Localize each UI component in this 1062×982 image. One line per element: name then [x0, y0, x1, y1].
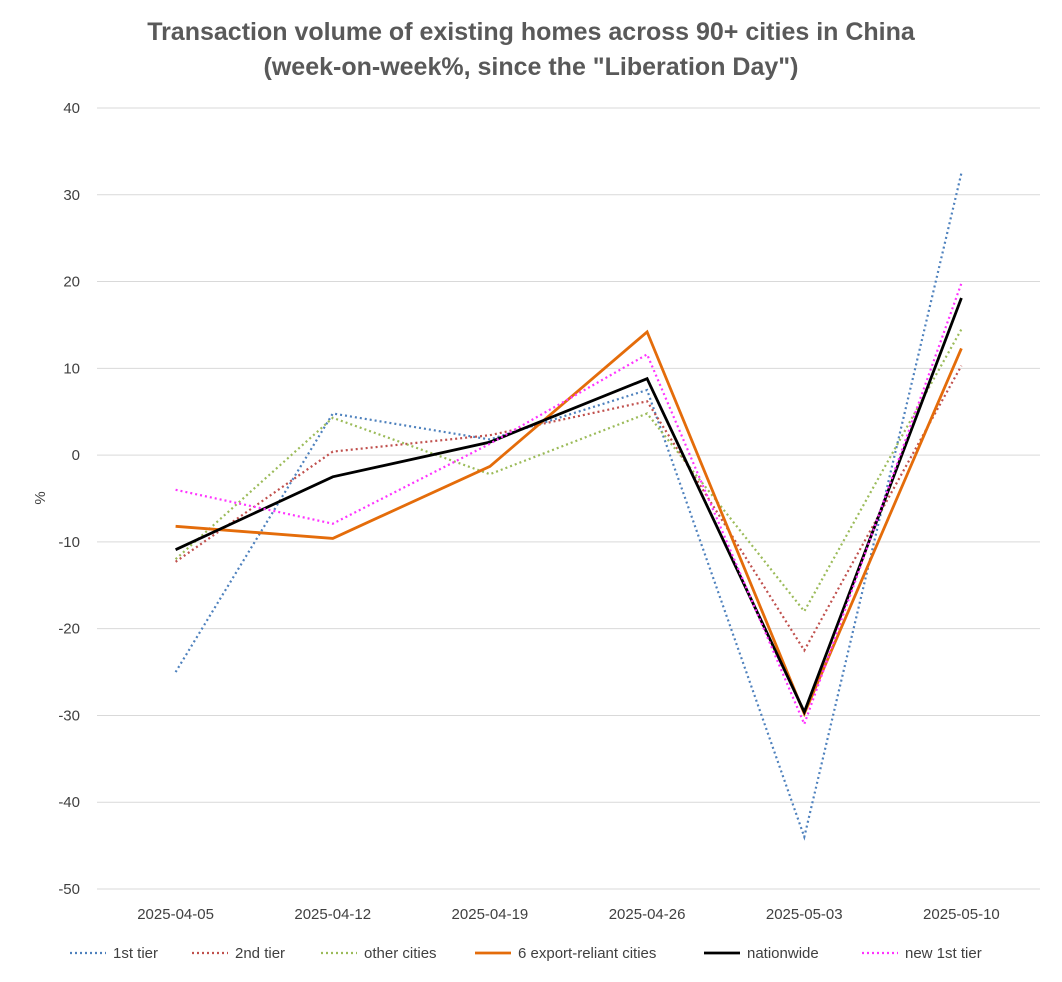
- y-tick-label: 0: [72, 447, 80, 464]
- y-tick-label: -50: [58, 881, 80, 898]
- series-line-other-cities: [174, 328, 963, 614]
- x-tick-label: 2025-04-26: [609, 906, 686, 923]
- chart-title-line-1: Transaction volume of existing homes acr…: [147, 18, 916, 46]
- x-tick-label: 2025-04-19: [452, 906, 529, 923]
- legend-label: other cities: [364, 945, 437, 962]
- legend-item: 6 export-reliant cities: [475, 945, 656, 962]
- y-axis-ticks: 40 30 20 10 0 -10 -20 -30 -40 -50: [58, 100, 80, 898]
- y-axis-label: %: [32, 491, 49, 504]
- y-tick-label: -20: [58, 621, 80, 638]
- gridlines: [97, 107, 1040, 890]
- legend-label: nationwide: [747, 945, 819, 962]
- legend-label: 2nd tier: [235, 945, 285, 962]
- series-line-nationwide: [175, 297, 963, 716]
- series-line-2nd-tier: [174, 365, 963, 653]
- x-tick-label: 2025-04-12: [294, 906, 371, 923]
- y-tick-label: -10: [58, 534, 80, 551]
- legend-item: 2nd tier: [192, 945, 285, 962]
- series-line-6-export-reliant-cities: [175, 329, 963, 718]
- legend-label: 1st tier: [113, 945, 158, 962]
- y-tick-label: 40: [63, 100, 80, 117]
- legend-item: nationwide: [704, 945, 819, 962]
- y-tick-label: 10: [63, 360, 80, 377]
- x-tick-label: 2025-05-03: [766, 906, 843, 923]
- series-line-new-1st-tier: [175, 282, 963, 728]
- chart-title: Transaction volume of existing homes acr…: [147, 18, 916, 81]
- y-tick-label: -30: [58, 707, 80, 724]
- series-line-1st-tier: [174, 172, 963, 841]
- data-series: [174, 172, 963, 841]
- legend-item: 1st tier: [70, 945, 158, 962]
- x-axis-ticks: 2025-04-05 2025-04-12 2025-04-19 2025-04-26…: [137, 906, 1000, 923]
- legend-item: other cities: [321, 945, 437, 962]
- x-tick-label: 2025-05-10: [923, 906, 1000, 923]
- y-tick-label: -40: [58, 794, 80, 811]
- legend-label: 6 export-reliant cities: [518, 945, 656, 962]
- y-tick-label: 30: [63, 187, 80, 204]
- y-tick-label: 20: [63, 274, 80, 291]
- legend-item: new 1st tier: [862, 945, 982, 962]
- x-tick-label: 2025-04-05: [137, 906, 214, 923]
- legend-label: new 1st tier: [905, 945, 982, 962]
- legend: 1st tier 2nd tier other cities 6 export-rel…: [70, 945, 982, 962]
- chart-title-line-2: (week-on-week%, since the "Liberation Da…: [264, 53, 799, 81]
